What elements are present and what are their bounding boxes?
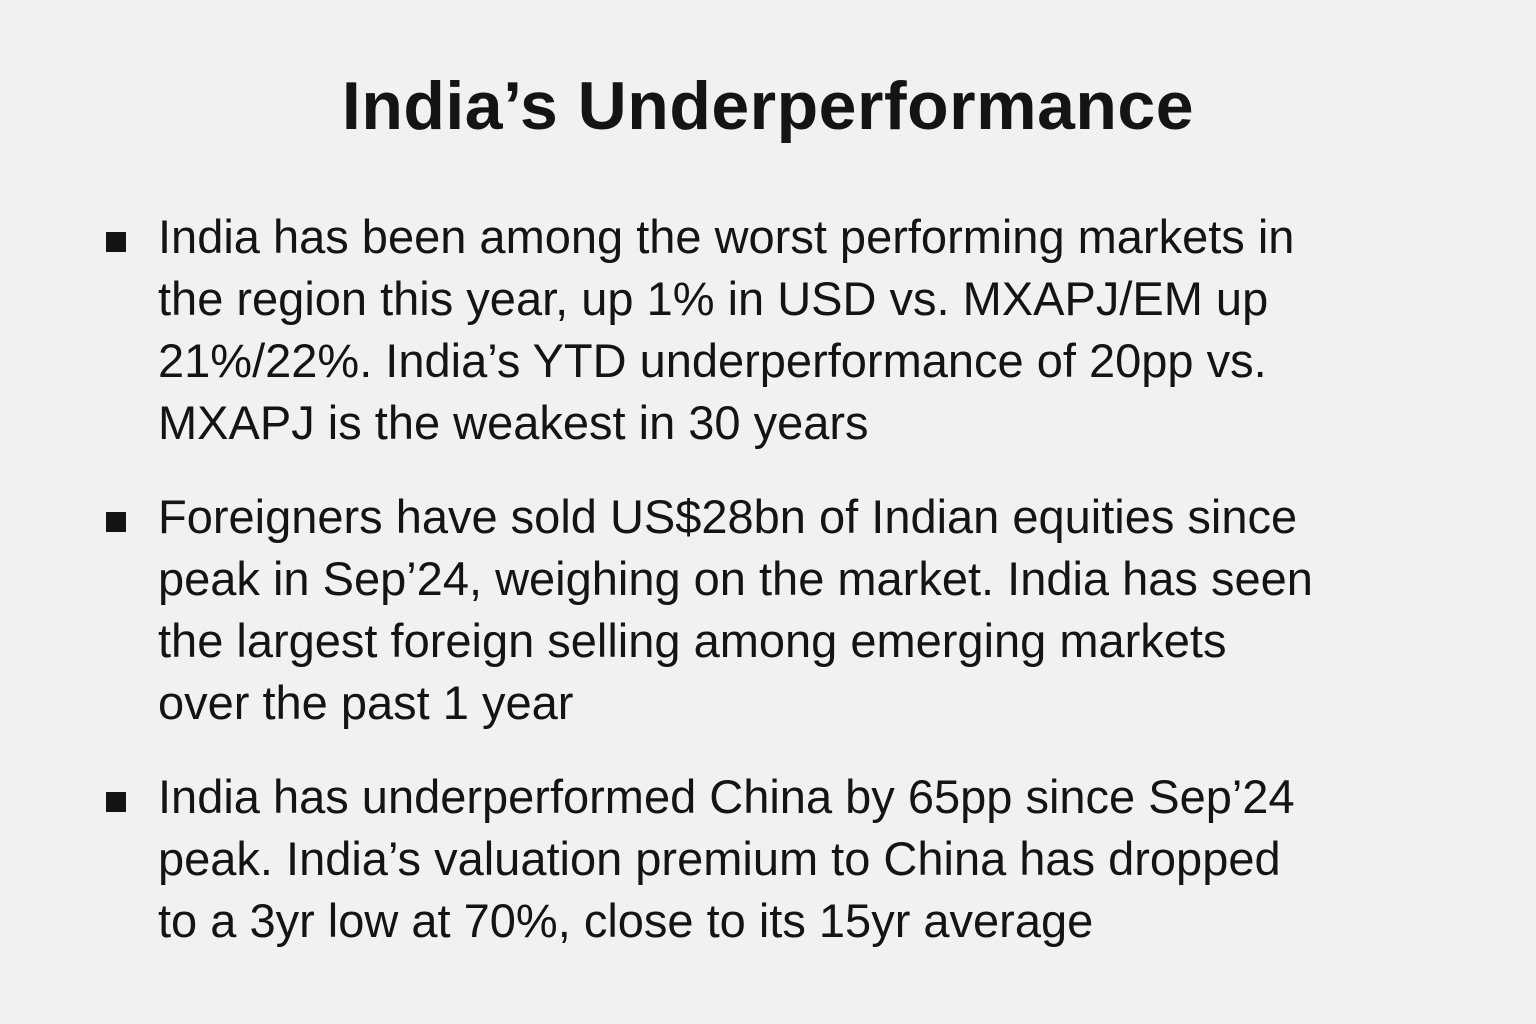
bullet-text: India has underperformed China by 65pp s… bbox=[158, 770, 1295, 947]
square-bullet-icon bbox=[106, 232, 126, 252]
square-bullet-icon bbox=[106, 792, 126, 812]
bullet-text: India has been among the worst performin… bbox=[158, 210, 1295, 449]
slide-title: India’s Underperformance bbox=[341, 68, 1195, 144]
bullet-text: Foreigners have sold US$28bn of Indian e… bbox=[158, 490, 1313, 729]
square-bullet-icon bbox=[106, 512, 126, 532]
